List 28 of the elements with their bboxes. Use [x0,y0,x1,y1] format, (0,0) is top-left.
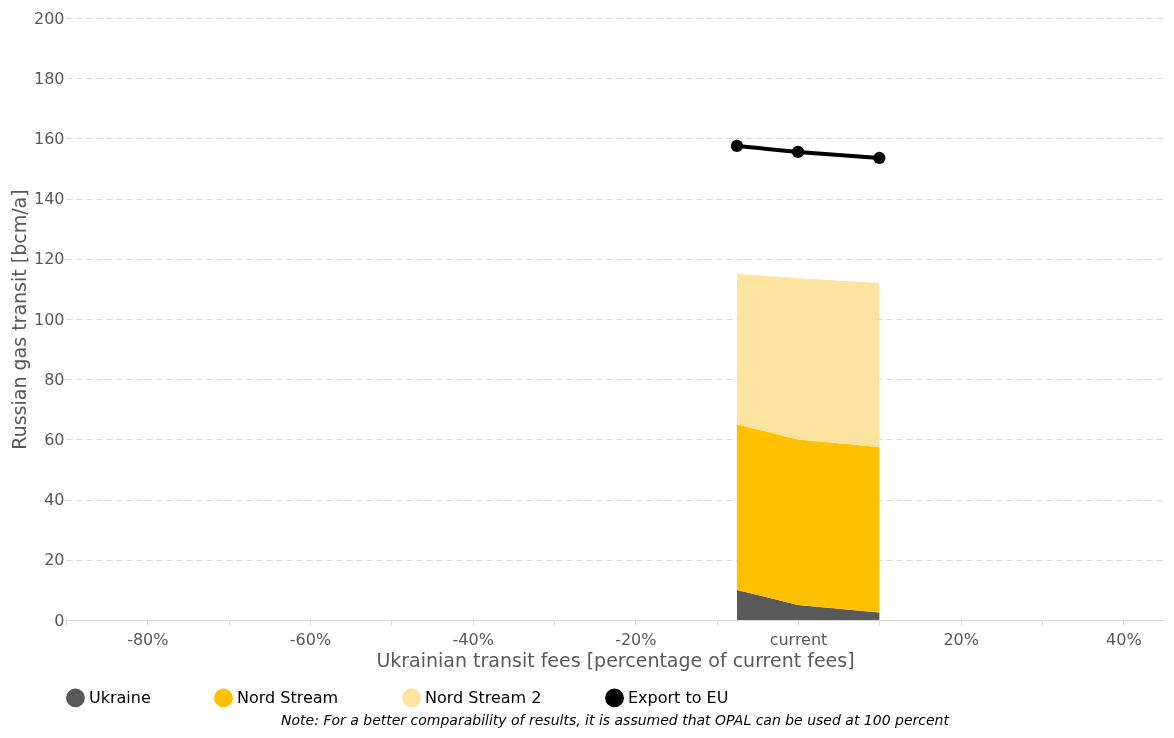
y-tick-label: 100 [33,309,65,329]
y-tick-label: 160 [33,128,65,148]
y-tick-label: 180 [33,68,65,88]
legend-label: Nord Stream [237,687,339,707]
y-tick-label: 60 [44,429,65,449]
y-tick-label: 200 [33,8,65,28]
y-tick-label: 0 [54,610,65,630]
x-tick-label: 40% [1106,629,1142,649]
y-tick-label: 80 [44,369,65,389]
legend-label: Nord Stream 2 [425,687,542,707]
x-tick-label: current [769,629,828,649]
x-tick-label: -60% [289,629,332,649]
point [791,145,805,159]
y-tick-label: 140 [33,189,65,209]
legend-label: Export to EU [628,687,729,707]
point [873,151,886,165]
x-tick-label: -20% [615,629,657,649]
y-tick-label: 120 [33,249,65,269]
y-tick-label: 20 [44,550,65,570]
text: Note: For a better comparability of results, it is assumed that OPAL can be used at 100 percent [281,712,950,728]
x-tick-label: -80% [127,629,169,649]
x-axis-title: Ukrainian transit fees [percentage of current fees] [376,648,855,671]
x-tick-label: -40% [452,629,494,649]
legend-label: Ukraine [89,687,151,707]
x-tick-label: 20% [943,629,979,649]
point [730,139,744,153]
y-tick-label: 40 [44,490,65,510]
y-axis-title: Russian gas transit [bcm/a] [7,189,30,450]
